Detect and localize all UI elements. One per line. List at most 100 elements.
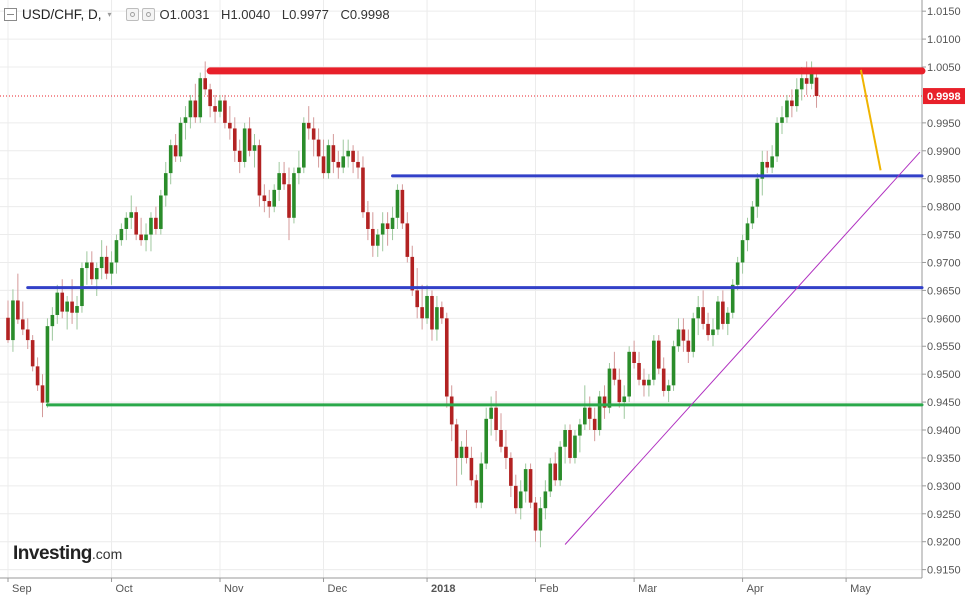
candle-body[interactable] — [474, 480, 479, 503]
candle-body[interactable] — [336, 161, 341, 168]
candle-body[interactable] — [725, 312, 730, 324]
candle-body[interactable] — [232, 128, 237, 151]
visibility-icon[interactable] — [125, 7, 139, 21]
candle-body[interactable] — [292, 173, 296, 218]
candle-body[interactable] — [691, 318, 696, 352]
candle-body[interactable] — [740, 240, 745, 263]
candle-body[interactable] — [351, 150, 355, 162]
candle-body[interactable] — [785, 100, 789, 118]
candle-body[interactable] — [6, 317, 10, 341]
candle-body[interactable] — [430, 295, 434, 330]
candle-body[interactable] — [745, 223, 750, 241]
collapse-icon[interactable] — [4, 7, 17, 21]
candle-body[interactable] — [237, 150, 242, 162]
candle-body[interactable] — [326, 145, 331, 174]
candle-body[interactable] — [499, 430, 503, 447]
candle-body[interactable] — [114, 240, 119, 263]
candle-body[interactable] — [642, 379, 646, 386]
candle-body[interactable] — [454, 424, 459, 458]
candle-body[interactable] — [666, 385, 671, 391]
candle-body[interactable] — [405, 223, 410, 257]
candle-body[interactable] — [513, 485, 518, 509]
candle-body[interactable] — [750, 206, 755, 224]
candle-body[interactable] — [321, 156, 326, 174]
candle-body[interactable] — [149, 217, 153, 235]
candle-body[interactable] — [267, 201, 272, 207]
candle-body[interactable] — [612, 368, 617, 380]
candle-body[interactable] — [252, 145, 257, 151]
candle-body[interactable] — [652, 340, 656, 380]
candle-body[interactable] — [35, 366, 40, 386]
candle-body[interactable] — [139, 234, 143, 241]
candle-body[interactable] — [449, 396, 454, 425]
candle-body[interactable] — [144, 234, 148, 241]
candle-body[interactable] — [50, 314, 55, 327]
candle-body[interactable] — [361, 167, 365, 213]
candle-body[interactable] — [504, 446, 508, 458]
candle-body[interactable] — [203, 78, 207, 90]
candle-body[interactable] — [592, 418, 597, 431]
candle-body[interactable] — [178, 122, 183, 157]
candle-body[interactable] — [193, 100, 198, 118]
candle-body[interactable] — [183, 117, 188, 123]
candle-body[interactable] — [55, 292, 60, 315]
candle-body[interactable] — [765, 161, 770, 168]
candle-body[interactable] — [198, 78, 203, 118]
candle-body[interactable] — [790, 100, 794, 107]
candle-body[interactable] — [583, 407, 587, 425]
candle-body[interactable] — [770, 156, 774, 168]
candle-body[interactable] — [489, 407, 493, 419]
settings-icon[interactable] — [141, 7, 155, 21]
candle-body[interactable] — [528, 469, 533, 503]
candle-body[interactable] — [173, 145, 178, 157]
candle-body[interactable] — [159, 195, 163, 229]
candle-body[interactable] — [30, 340, 35, 367]
candle-body[interactable] — [558, 446, 562, 481]
candle-body[interactable] — [775, 122, 779, 157]
candle-body[interactable] — [90, 262, 94, 280]
candle-body[interactable] — [25, 329, 30, 341]
candle-body[interactable] — [607, 368, 612, 408]
candle-body[interactable] — [380, 223, 385, 235]
candle-body[interactable] — [671, 346, 676, 386]
candle-body[interactable] — [163, 173, 168, 196]
candle-body[interactable] — [99, 256, 104, 269]
candle-body[interactable] — [277, 173, 281, 190]
candle-body[interactable] — [573, 435, 577, 458]
candle-body[interactable] — [706, 323, 710, 336]
candle-body[interactable] — [760, 161, 765, 179]
candle-body[interactable] — [440, 307, 444, 319]
candle-body[interactable] — [721, 301, 725, 324]
candle-body[interactable] — [435, 307, 439, 330]
candle-body[interactable] — [518, 491, 523, 509]
candle-body[interactable] — [154, 217, 158, 229]
candle-body[interactable] — [627, 351, 631, 397]
candle-body[interactable] — [814, 77, 819, 97]
candle-body[interactable] — [587, 407, 592, 419]
candle-body[interactable] — [208, 89, 212, 107]
candle-body[interactable] — [795, 89, 799, 107]
candle-body[interactable] — [730, 284, 735, 313]
candle-body[interactable] — [45, 326, 50, 403]
candle-body[interactable] — [316, 139, 321, 157]
candle-body[interactable] — [70, 301, 74, 313]
candle-body[interactable] — [395, 189, 400, 218]
candle-body[interactable] — [385, 223, 390, 229]
candle-body[interactable] — [371, 228, 375, 246]
candle-body[interactable] — [306, 122, 311, 129]
candle-body[interactable] — [553, 463, 558, 481]
candle-body[interactable] — [228, 122, 232, 129]
candle-body[interactable] — [119, 228, 124, 241]
candle-body[interactable] — [346, 150, 350, 157]
candle-body[interactable] — [809, 72, 814, 84]
candle-body[interactable] — [632, 351, 636, 363]
candle-body[interactable] — [85, 262, 89, 269]
candle-body[interactable] — [331, 145, 336, 162]
chevron-down-icon[interactable]: ▾ — [107, 9, 112, 19]
candle-body[interactable] — [40, 385, 45, 403]
candle-body[interactable] — [188, 100, 193, 118]
candle-body[interactable] — [617, 379, 622, 403]
candle-body[interactable] — [282, 173, 286, 185]
candle-body[interactable] — [20, 319, 25, 330]
